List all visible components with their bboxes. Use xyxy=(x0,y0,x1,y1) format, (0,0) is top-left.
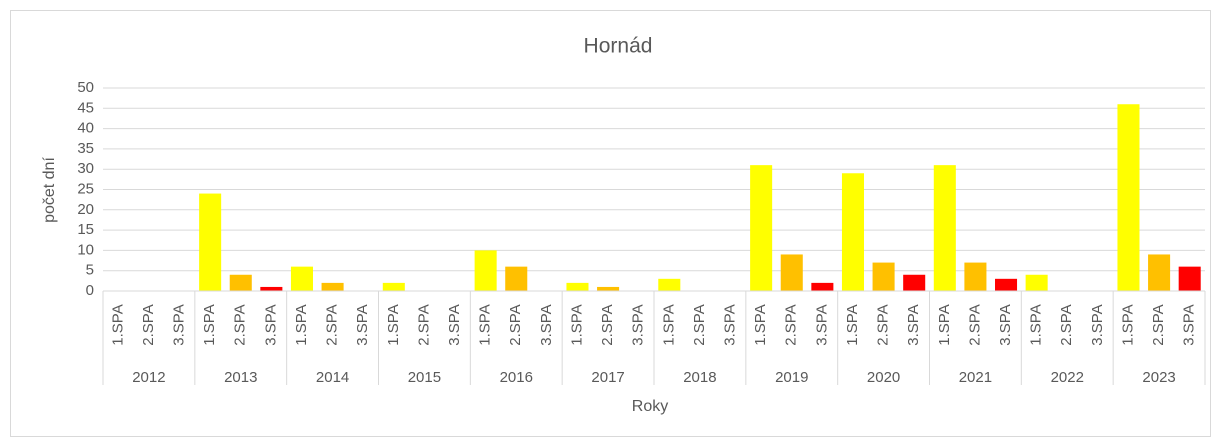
x-tick-label: 2.SPA xyxy=(966,304,983,345)
bar xyxy=(229,274,252,291)
x-tick-label: 1.SPA xyxy=(936,304,953,345)
y-tick-label: 5 xyxy=(86,262,94,279)
bar xyxy=(1178,266,1201,291)
x-tick-label: 1.SPA xyxy=(201,304,218,345)
bar xyxy=(566,282,589,291)
x-tick-label: 2.SPA xyxy=(875,304,892,345)
x-tick-label: 1.SPA xyxy=(1028,304,1045,345)
x-tick-label: 1.SPA xyxy=(568,304,585,345)
bar xyxy=(321,282,344,291)
bar xyxy=(658,278,681,291)
bar xyxy=(1025,274,1048,291)
x-group-label: 2018 xyxy=(683,369,716,386)
x-tick-label: 3.SPA xyxy=(170,304,187,345)
x-tick-label: 1.SPA xyxy=(385,304,402,345)
x-group-label: 2016 xyxy=(500,369,533,386)
x-tick-label: 2.SPA xyxy=(324,304,341,345)
bar xyxy=(597,286,620,291)
bar xyxy=(903,274,926,291)
x-tick-label: 1.SPA xyxy=(752,304,769,345)
x-group-label: 2015 xyxy=(408,369,441,386)
x-tick-label: 1.SPA xyxy=(1119,304,1136,345)
x-tick-label: 2.SPA xyxy=(599,304,616,345)
x-tick-label: 3.SPA xyxy=(446,304,463,345)
x-tick-label: 2.SPA xyxy=(1150,304,1167,345)
y-tick-label: 40 xyxy=(77,120,94,137)
x-tick-label: 3.SPA xyxy=(1089,304,1106,345)
x-group-label: 2020 xyxy=(867,369,900,386)
x-group-label: 2012 xyxy=(132,369,165,386)
bar xyxy=(964,262,987,291)
bar xyxy=(811,282,834,291)
x-group-label: 2019 xyxy=(775,369,808,386)
chart-title: Hornád xyxy=(584,35,653,58)
x-tick-label: 1.SPA xyxy=(109,304,126,345)
bar xyxy=(199,193,222,291)
x-group-label: 2022 xyxy=(1051,369,1084,386)
y-tick-label: 45 xyxy=(77,99,94,116)
bar xyxy=(872,262,895,291)
x-tick-label: 3.SPA xyxy=(1181,304,1198,345)
y-axis-title: počet dní xyxy=(41,157,58,223)
y-tick-label: 10 xyxy=(77,241,94,258)
bar xyxy=(1117,104,1140,292)
x-tick-label: 2.SPA xyxy=(1058,304,1075,345)
x-tick-label: 2.SPA xyxy=(140,304,157,345)
x-group-label: 2021 xyxy=(959,369,992,386)
x-tick-label: 3.SPA xyxy=(262,304,279,345)
x-group-label: 2017 xyxy=(591,369,624,386)
bar xyxy=(474,250,497,291)
x-tick-label: 1.SPA xyxy=(660,304,677,345)
y-tick-label: 35 xyxy=(77,140,94,157)
bar xyxy=(505,266,528,291)
y-tick-label: 20 xyxy=(77,201,94,218)
bar xyxy=(290,266,313,291)
x-group-label: 2013 xyxy=(224,369,257,386)
x-tick-label: 3.SPA xyxy=(538,304,555,345)
y-tick-label: 0 xyxy=(86,282,94,299)
x-tick-label: 3.SPA xyxy=(354,304,371,345)
bar xyxy=(933,165,956,291)
y-tick-label: 25 xyxy=(77,180,94,197)
y-tick-label: 15 xyxy=(77,221,94,238)
x-tick-label: 1.SPA xyxy=(844,304,861,345)
x-tick-label: 3.SPA xyxy=(813,304,830,345)
bar xyxy=(995,278,1018,291)
x-tick-label: 3.SPA xyxy=(905,304,922,345)
x-tick-label: 1.SPA xyxy=(293,304,310,345)
bar xyxy=(260,286,283,291)
y-tick-label: 30 xyxy=(77,160,94,177)
x-axis-title: Roky xyxy=(632,398,668,415)
bar xyxy=(382,282,405,291)
x-tick-label: 2.SPA xyxy=(415,304,432,345)
x-tick-label: 3.SPA xyxy=(630,304,647,345)
x-tick-label: 1.SPA xyxy=(477,304,494,345)
bar xyxy=(1148,254,1171,291)
bar xyxy=(841,173,864,291)
bar xyxy=(750,165,773,291)
bar xyxy=(780,254,803,291)
x-tick-label: 2.SPA xyxy=(783,304,800,345)
x-tick-label: 3.SPA xyxy=(997,304,1014,345)
x-group-label: 2014 xyxy=(316,369,349,386)
x-tick-label: 3.SPA xyxy=(721,304,738,345)
x-tick-label: 2.SPA xyxy=(507,304,524,345)
y-tick-label: 50 xyxy=(77,79,94,96)
x-tick-label: 2.SPA xyxy=(691,304,708,345)
x-group-label: 2023 xyxy=(1142,369,1175,386)
x-tick-label: 2.SPA xyxy=(232,304,249,345)
